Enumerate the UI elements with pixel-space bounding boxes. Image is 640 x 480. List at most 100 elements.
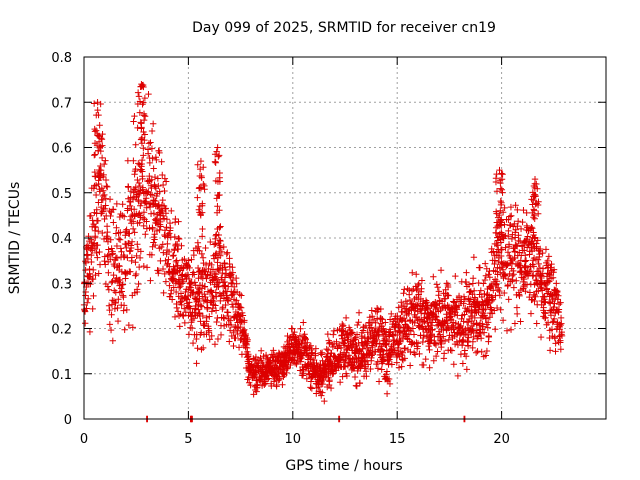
data-point	[558, 320, 565, 327]
data-point	[175, 235, 183, 243]
data-point	[428, 322, 435, 329]
data-point	[319, 389, 326, 396]
data-point	[533, 243, 540, 250]
data-point	[133, 286, 141, 293]
data-point	[513, 310, 521, 318]
data-point	[159, 265, 167, 273]
data-point	[469, 338, 477, 345]
data-point	[530, 229, 537, 236]
data-point	[386, 332, 393, 339]
data-point	[497, 197, 504, 205]
data-point	[549, 274, 557, 281]
data-point	[409, 325, 417, 332]
data-point	[470, 254, 478, 261]
data-point	[552, 348, 559, 355]
data-point	[212, 252, 219, 259]
data-point	[193, 360, 200, 367]
data-point	[190, 288, 197, 296]
data-point	[493, 281, 500, 288]
data-point	[517, 225, 525, 233]
data-point	[517, 264, 524, 271]
data-point	[477, 287, 485, 294]
data-point	[436, 331, 444, 338]
data-point	[207, 238, 214, 246]
data-point	[364, 361, 372, 368]
data-point	[383, 390, 391, 397]
data-point	[132, 270, 140, 278]
data-point	[416, 350, 423, 358]
data-point	[208, 261, 215, 269]
data-point	[167, 224, 174, 232]
data-point	[113, 224, 120, 231]
data-point	[160, 249, 167, 256]
data-point	[210, 297, 217, 305]
data-point	[147, 210, 155, 217]
data-point	[507, 326, 515, 333]
data-point	[92, 173, 99, 180]
y-tick-label: 0.3	[51, 277, 72, 292]
data-point	[132, 259, 139, 266]
data-point	[222, 270, 230, 278]
data-point	[149, 120, 157, 127]
data-point	[493, 219, 500, 226]
data-point	[224, 249, 231, 256]
data-point	[159, 181, 167, 189]
data-point	[511, 248, 519, 256]
data-point	[126, 216, 134, 224]
data-point	[254, 381, 261, 388]
data-point	[522, 257, 530, 264]
data-point	[132, 184, 139, 191]
data-point	[536, 264, 544, 272]
data-point	[432, 352, 440, 360]
data-point	[496, 166, 503, 174]
data-point	[225, 315, 232, 323]
data-point	[232, 334, 239, 342]
data-point	[222, 301, 229, 309]
data-point	[499, 266, 507, 273]
data-point	[196, 172, 204, 180]
data-point	[130, 218, 137, 225]
data-point	[96, 188, 104, 195]
data-point	[380, 325, 387, 332]
data-point	[91, 151, 98, 159]
data-point	[426, 325, 433, 333]
data-point	[148, 191, 156, 199]
data-point	[527, 225, 534, 232]
data-point	[291, 328, 298, 336]
data-point	[535, 198, 542, 205]
data-point	[374, 365, 382, 372]
y-tick-label: 0.7	[51, 96, 72, 111]
data-point	[502, 271, 509, 279]
data-point	[545, 299, 553, 306]
data-point	[145, 140, 153, 147]
data-point	[415, 280, 423, 288]
data-point	[199, 200, 206, 207]
data-point	[134, 124, 141, 132]
x-tick-label: 0	[80, 432, 88, 447]
data-point	[147, 139, 154, 146]
y-tick-label: 0.1	[51, 368, 72, 383]
data-point	[111, 305, 119, 312]
data-point	[520, 282, 527, 290]
x-tick-label: 5	[184, 432, 192, 447]
data-point	[91, 140, 99, 147]
data-point	[287, 361, 294, 369]
data-point	[493, 187, 501, 195]
data-point	[378, 366, 385, 373]
data-point	[514, 218, 522, 225]
data-point	[522, 264, 529, 271]
data-point	[244, 336, 251, 343]
data-point	[206, 313, 213, 320]
data-point	[181, 305, 188, 312]
data-point	[216, 237, 223, 244]
data-point	[405, 310, 412, 317]
data-point	[276, 375, 283, 382]
data-point	[179, 278, 187, 285]
data-point	[352, 334, 359, 341]
data-point	[103, 182, 110, 190]
data-point	[93, 206, 100, 213]
data-point	[533, 320, 540, 327]
data-point	[203, 275, 210, 282]
data-point	[159, 196, 166, 204]
data-point	[339, 373, 346, 380]
